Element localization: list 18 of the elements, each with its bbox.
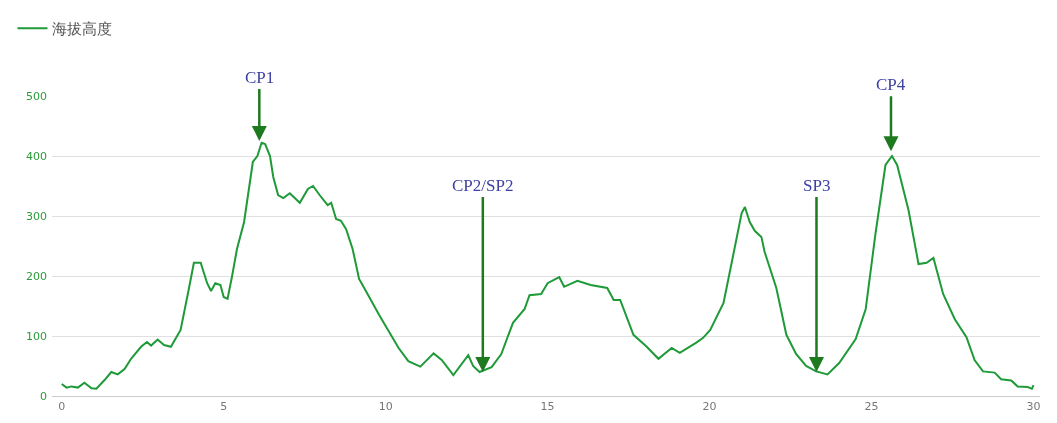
x-tick-label: 30: [1026, 400, 1041, 414]
x-tick-label: 15: [540, 400, 555, 414]
x-tick-label: 25: [864, 400, 879, 414]
annotation: SP3: [803, 176, 831, 195]
annotation: CP2/SP2: [452, 176, 514, 195]
annotation: CP4: [876, 75, 906, 94]
y-tick-label: 400: [26, 149, 47, 163]
y-tick-label: 300: [26, 209, 47, 223]
x-tick-label: 5: [220, 400, 228, 414]
x-tick-label: 0: [58, 400, 66, 414]
y-tick-label: 100: [26, 329, 47, 343]
y-tick-label: 0: [40, 389, 47, 403]
x-tick-label: 10: [378, 400, 393, 414]
legend-label: 海拔高度: [52, 20, 113, 39]
annotation: CP1: [245, 68, 275, 87]
y-tick-label: 200: [26, 269, 47, 283]
y-tick-label: 500: [26, 89, 47, 103]
x-tick-label: 20: [702, 400, 717, 414]
